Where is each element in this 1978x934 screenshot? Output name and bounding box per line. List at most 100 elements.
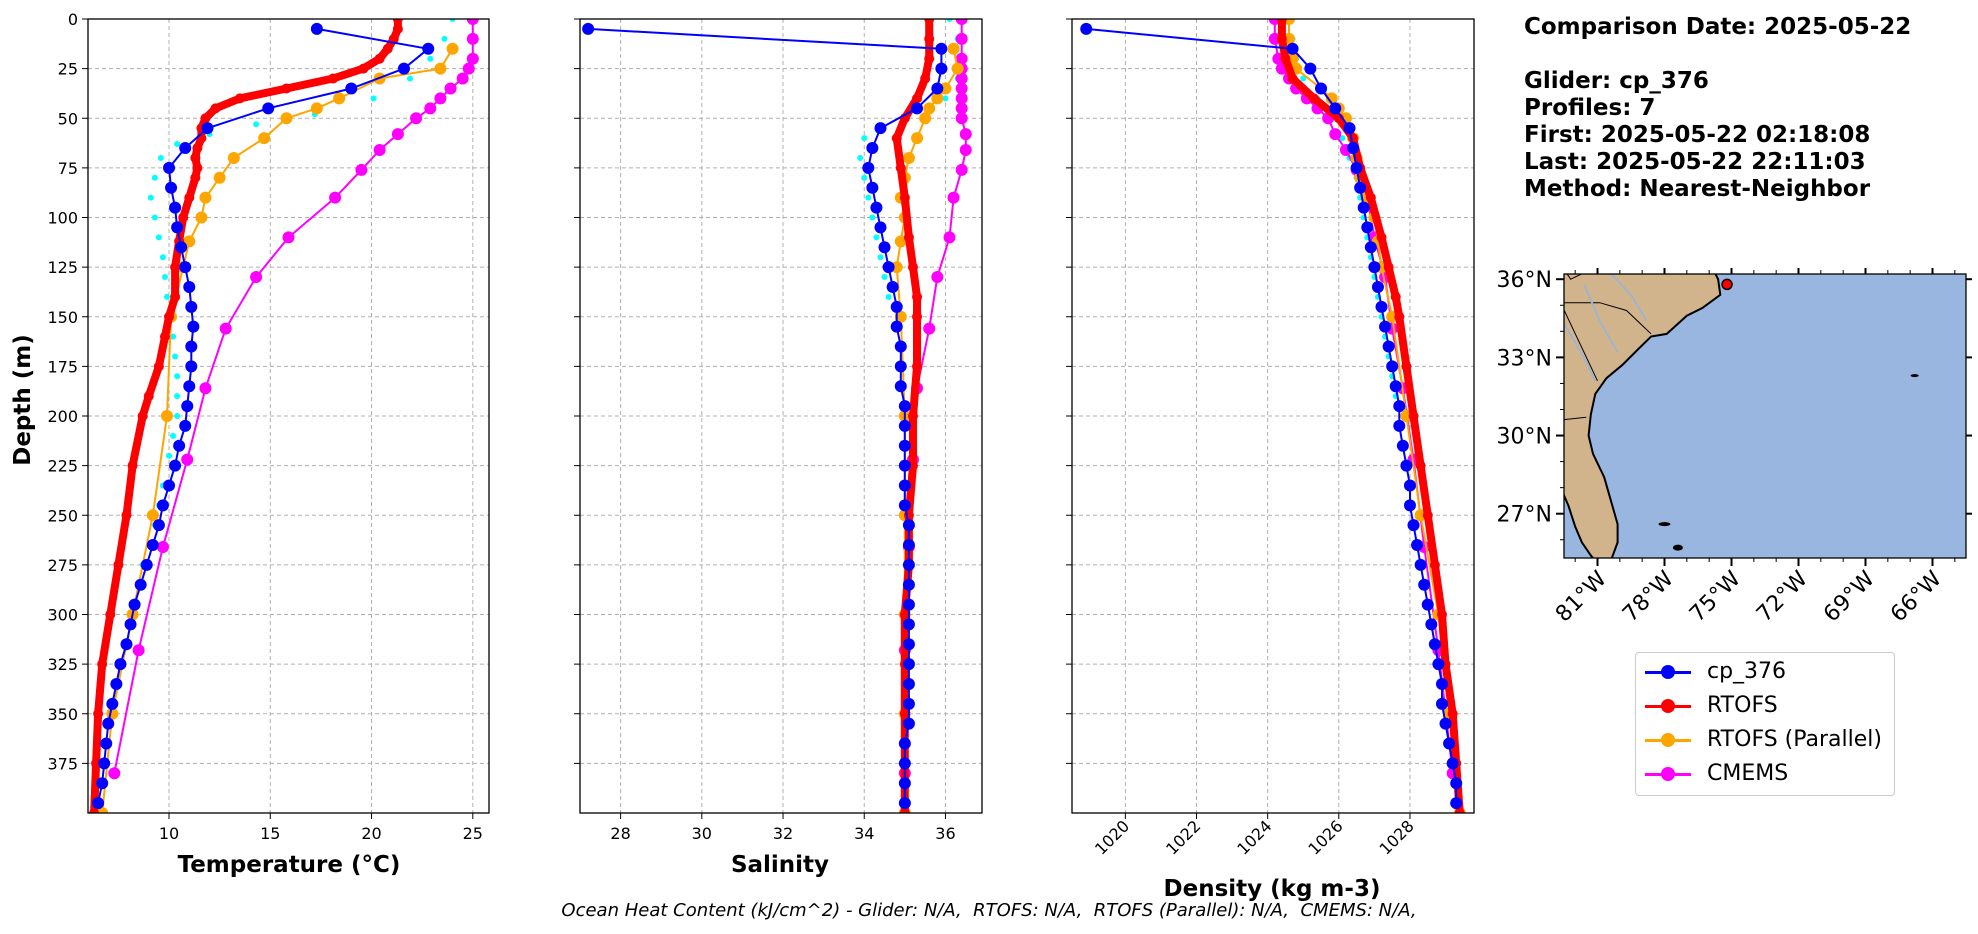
- series-cp-376: [92, 22, 435, 810]
- glider-scatter-point: [166, 452, 173, 459]
- data-point: [902, 578, 915, 591]
- glider-scatter-point: [253, 121, 260, 128]
- data-point: [183, 380, 196, 393]
- data-point: [92, 797, 105, 810]
- glider-scatter-point: [865, 194, 872, 201]
- data-point: [1400, 459, 1413, 472]
- data-point: [93, 708, 104, 719]
- data-point: [137, 411, 148, 421]
- legend-item-rtofs-parallel: RTOFS (Parallel): [1636, 725, 1894, 755]
- data-point: [907, 411, 918, 421]
- data-point: [397, 62, 410, 75]
- river: [1609, 274, 1648, 322]
- data-point: [1287, 73, 1298, 84]
- map-frame: [1563, 273, 1967, 559]
- data-point: [959, 144, 972, 157]
- data-point: [931, 271, 944, 284]
- data-point: [1383, 262, 1394, 273]
- x-tick-label: 20: [361, 824, 381, 843]
- data-point: [1436, 609, 1447, 620]
- data-point: [898, 737, 911, 750]
- data-point: [199, 382, 212, 395]
- data-point: [181, 400, 194, 413]
- island: [1672, 544, 1683, 551]
- data-point: [1432, 658, 1445, 671]
- data-point: [866, 181, 879, 194]
- data-point: [184, 192, 195, 203]
- data-point: [178, 212, 189, 223]
- lat-label: 27°N: [1497, 503, 1552, 528]
- data-point: [163, 161, 176, 174]
- data-point: [923, 322, 936, 335]
- data-point: [183, 280, 196, 293]
- series-line: [97, 27, 430, 804]
- data-point: [156, 541, 169, 554]
- data-point: [1421, 598, 1434, 611]
- data-point: [1286, 42, 1299, 55]
- glider-scatter-point: [877, 254, 884, 261]
- lat-label: 33°N: [1497, 346, 1552, 371]
- temperature-x-label: Temperature (°C): [178, 852, 401, 878]
- location-map: 36°N 33°N 30°N 27°N 81°W 78°W 75°W 72°W 69°W 66°W: [1497, 268, 1972, 627]
- y-tick-label: 300: [47, 606, 78, 625]
- data-point: [955, 32, 968, 45]
- glider-scatter-point: [159, 254, 166, 261]
- legend-label: CMEMS: [1707, 761, 1789, 786]
- state-border: [1566, 274, 1583, 280]
- data-point: [140, 558, 153, 571]
- first-time: First: 2025-05-22 02:18:08: [1524, 122, 1871, 148]
- data-point: [185, 340, 198, 353]
- data-point: [434, 62, 447, 75]
- glider-scatter-point: [155, 234, 162, 241]
- data-point: [1411, 539, 1424, 552]
- x-tick-label: 10: [159, 824, 179, 843]
- y-tick-label: 375: [47, 754, 78, 773]
- data-point: [1365, 192, 1376, 203]
- data-point: [227, 151, 240, 164]
- data-point: [1407, 519, 1420, 532]
- data-point: [179, 419, 192, 432]
- data-point: [1401, 361, 1412, 372]
- data-point: [1276, 33, 1287, 44]
- data-point: [899, 808, 910, 813]
- data-point: [1325, 92, 1338, 105]
- data-point: [190, 172, 201, 183]
- data-point: [898, 400, 911, 413]
- data-point: [102, 717, 115, 730]
- legend-item-rtofs: RTOFS: [1636, 691, 1894, 721]
- glider-scatter-point: [147, 194, 154, 201]
- data-point: [894, 340, 907, 353]
- data-point: [466, 32, 479, 45]
- info-spacer: [1524, 41, 1911, 68]
- salinity-panel: 28 30 32 34 36: [574, 18, 983, 843]
- data-point: [955, 72, 968, 85]
- data-point: [902, 697, 915, 710]
- y-tick-label: 50: [58, 109, 78, 128]
- data-point: [899, 192, 910, 203]
- data-point: [1390, 291, 1401, 302]
- data-point: [1403, 479, 1416, 492]
- glider-scatter-point: [170, 432, 177, 439]
- legend-label: cp_376: [1707, 659, 1787, 684]
- density-panel: 1020 1022 1024 1026 1028: [1066, 18, 1475, 859]
- data-point: [169, 459, 182, 472]
- data-point: [891, 133, 902, 144]
- data-point: [234, 93, 245, 104]
- x-tick-label: 1022: [1162, 816, 1204, 858]
- data-point: [1447, 708, 1458, 719]
- data-point: [170, 291, 181, 302]
- legend-item-cmems: CMEMS: [1636, 759, 1894, 789]
- legend-label: RTOFS (Parallel): [1707, 727, 1882, 752]
- data-point: [1446, 757, 1459, 770]
- lat-label: 30°N: [1497, 425, 1552, 450]
- data-point: [210, 103, 221, 114]
- y-tick-label: 0: [68, 10, 78, 29]
- legend-marker: [1661, 767, 1675, 781]
- data-point: [1450, 777, 1463, 790]
- x-tick-label: 1020: [1091, 816, 1133, 858]
- data-point: [91, 758, 102, 769]
- x-tick-label: 15: [260, 824, 280, 843]
- data-point: [1361, 221, 1374, 234]
- data-point: [902, 558, 915, 571]
